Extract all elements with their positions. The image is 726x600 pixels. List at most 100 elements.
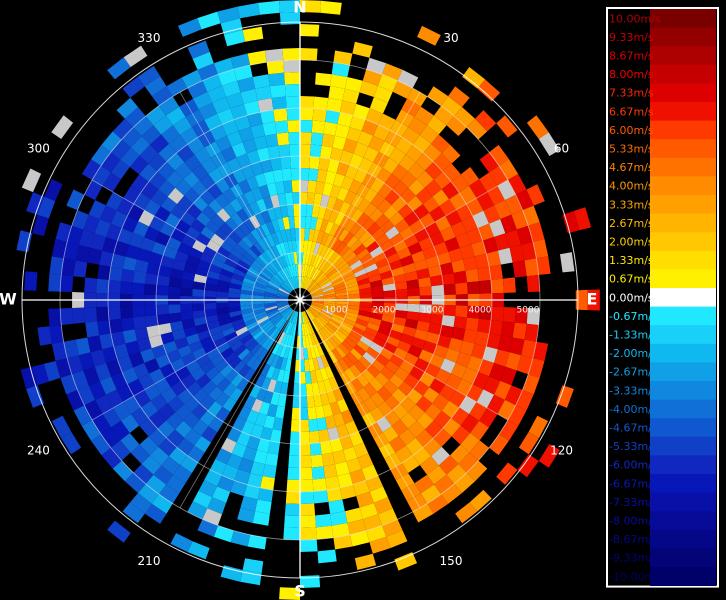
velocity-cell [326, 487, 343, 502]
legend-label: 4.67m/s [609, 161, 654, 174]
velocity-cell [242, 558, 264, 574]
velocity-cell [415, 396, 433, 413]
velocity-cell [278, 305, 290, 312]
velocity-cell [496, 115, 518, 138]
velocity-cell [269, 327, 279, 339]
velocity-cell [479, 279, 492, 294]
velocity-cell [284, 309, 293, 320]
velocity-cell [241, 235, 254, 249]
velocity-cell [328, 270, 340, 280]
velocity-cell [386, 336, 401, 348]
velocity-cell [339, 150, 354, 165]
velocity-cell [270, 232, 280, 246]
spoke-line [91, 299, 301, 421]
velocity-cell [285, 228, 292, 242]
velocity-cell [241, 351, 254, 365]
velocity-cell [206, 270, 221, 280]
velocity-cell [305, 204, 314, 217]
velocity-cell [294, 216, 300, 229]
velocity-cell [339, 266, 352, 276]
velocity-cell [191, 403, 208, 420]
velocity-cell [61, 432, 82, 455]
velocity-cell [276, 301, 289, 305]
velocity-cell [275, 272, 285, 283]
velocity-cell [260, 363, 271, 377]
velocity-cell [349, 153, 364, 169]
velocity-cell [204, 308, 218, 317]
velocity-cell [412, 135, 432, 153]
velocity-cell [307, 406, 317, 420]
velocity-cell [382, 283, 396, 292]
velocity-cell [206, 320, 221, 330]
velocity-cell [414, 357, 430, 372]
velocity-cell [407, 303, 420, 313]
velocity-cell [215, 391, 230, 407]
velocity-cell [411, 250, 426, 263]
velocity-cell [266, 263, 277, 275]
velocity-cell [279, 587, 300, 600]
velocity-cell [483, 205, 501, 224]
velocity-cell [276, 302, 289, 308]
velocity-cell [246, 232, 258, 245]
velocity-cell [334, 285, 347, 292]
velocity-cell [260, 159, 273, 174]
velocity-cell [304, 277, 310, 289]
velocity-cell [416, 412, 434, 430]
velocity-cell [414, 228, 430, 243]
velocity-cell [112, 460, 134, 482]
velocity-cell [344, 314, 358, 323]
velocity-cell [264, 302, 277, 307]
velocity-cell [316, 169, 328, 183]
velocity-cell [367, 422, 383, 438]
velocity-cell [407, 388, 423, 405]
velocity-cell [400, 412, 417, 429]
velocity-cell [350, 377, 364, 392]
velocity-cell [300, 491, 315, 504]
velocity-cell [344, 507, 363, 523]
velocity-cell [208, 386, 223, 402]
velocity-cell [120, 414, 140, 433]
velocity-cell [177, 345, 193, 358]
velocity-cell [90, 349, 106, 367]
velocity-cell [210, 233, 225, 247]
velocity-cell [316, 417, 328, 431]
velocity-cell [302, 311, 307, 324]
velocity-cell [129, 155, 149, 175]
velocity-cell [120, 433, 140, 453]
velocity-cell [105, 192, 124, 211]
velocity-cell [240, 301, 253, 307]
velocity-cell [84, 277, 98, 293]
velocity-cell [305, 264, 310, 277]
velocity-cell [466, 228, 483, 245]
velocity-cell [221, 119, 239, 136]
velocity-cell [349, 530, 370, 547]
legend-swatch [650, 455, 716, 475]
legend-label: 0.00m/s [609, 291, 654, 304]
velocity-cell [512, 322, 527, 340]
velocity-cell [229, 387, 243, 402]
velocity-cell [286, 479, 300, 492]
velocity-cell [370, 285, 384, 293]
velocity-cell [275, 181, 285, 195]
velocity-cell [347, 293, 360, 299]
velocity-cell [237, 330, 251, 341]
velocity-cell [244, 273, 257, 282]
velocity-cell [154, 378, 171, 394]
velocity-cell [175, 179, 192, 196]
legend-swatch [650, 102, 716, 121]
velocity-cell [275, 343, 284, 357]
velocity-cell [49, 256, 64, 275]
velocity-cell [313, 242, 321, 255]
velocity-cell [217, 108, 235, 125]
velocity-cell [398, 203, 414, 219]
velocity-cell [274, 120, 289, 134]
velocity-cell [315, 217, 324, 231]
velocity-cell [83, 214, 100, 234]
velocity-cell [181, 69, 203, 89]
velocity-cell [128, 351, 145, 368]
velocity-cell [382, 157, 399, 174]
range-label: 3000 [421, 306, 444, 316]
velocity-cell [170, 268, 184, 280]
velocity-cell [192, 240, 207, 253]
velocity-cell [489, 264, 503, 280]
